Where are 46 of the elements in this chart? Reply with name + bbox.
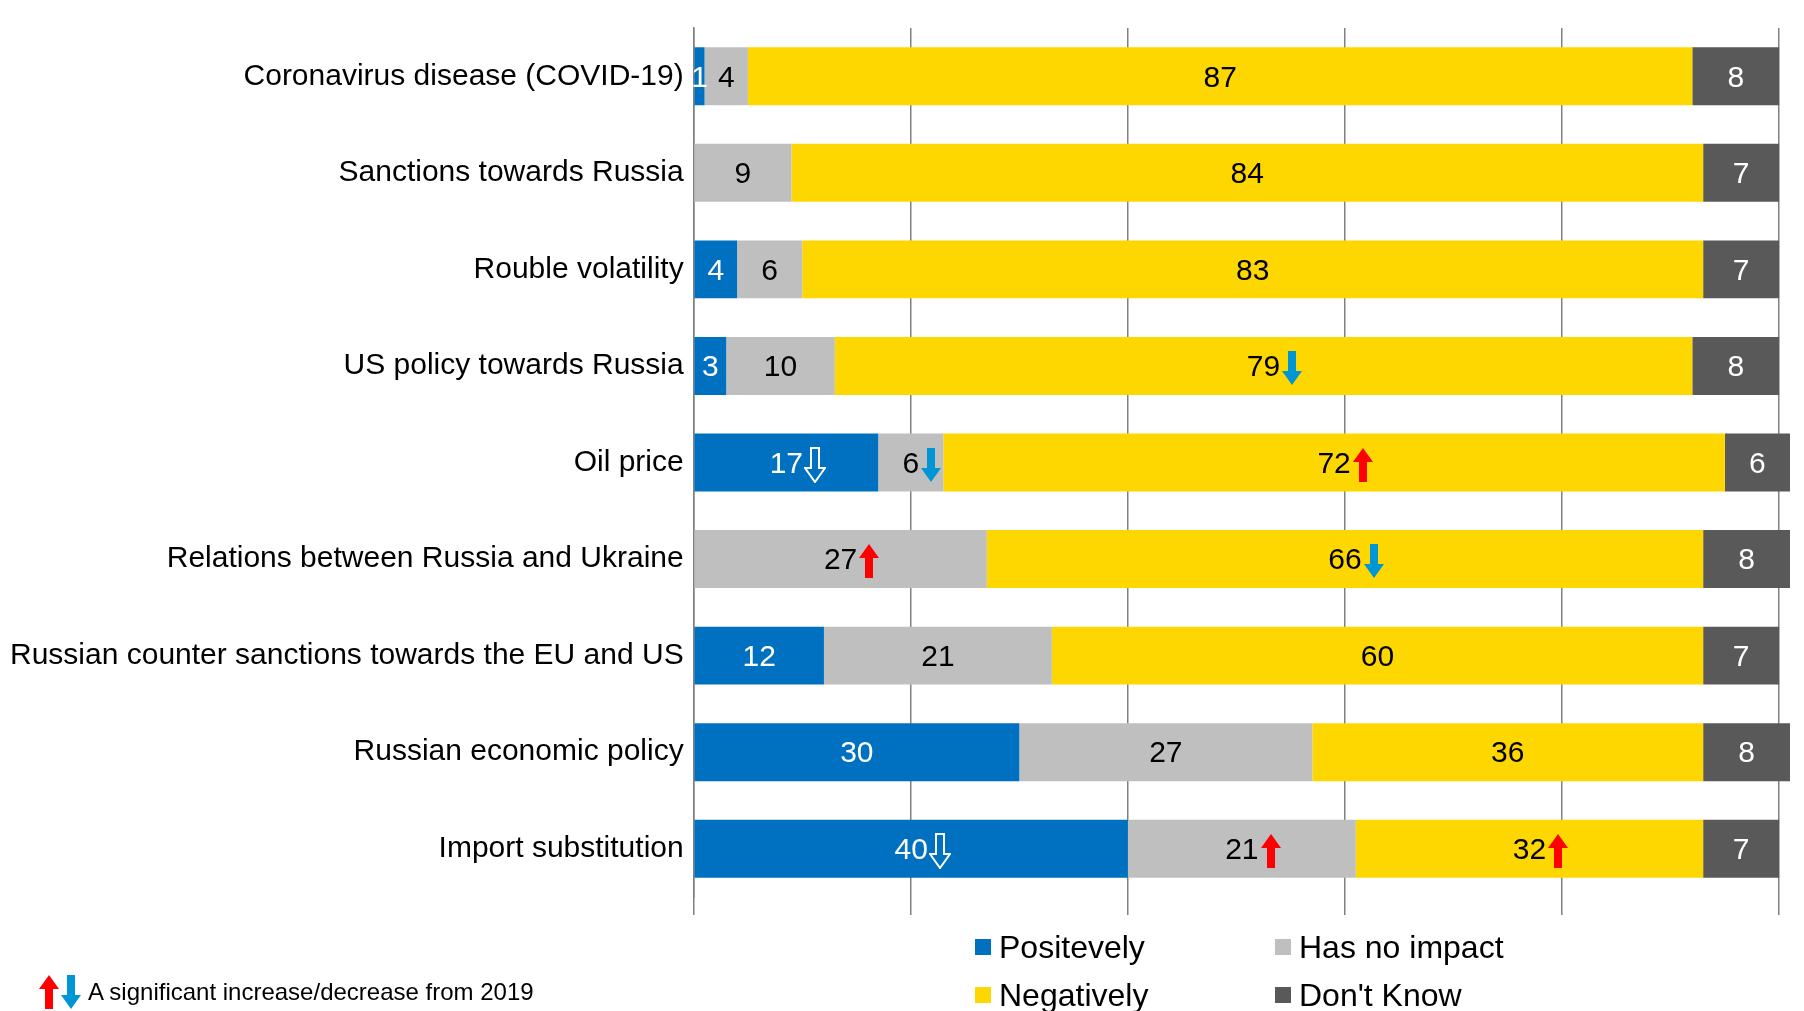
data-label: 7 [1732,638,1750,672]
data-label: 9 [734,156,752,190]
data-label: 4 [707,252,725,286]
data-label: 27 [823,542,858,576]
y-tick-label: Russian counter sanctions towards the EU and US [9,636,684,670]
legend-label: Has no impact [1299,928,1504,966]
data-label: 32 [1512,831,1547,865]
data-label: 8 [1727,59,1745,93]
y-tick-label: Relations between Russia and Ukraine [166,540,684,574]
text: A significant increase/decrease from 2019 [88,978,534,1006]
y-tick-label: Sanctions towards Russia [338,154,684,188]
y-tick-label: Russian economic policy [353,733,684,767]
data-label: 8 [1727,349,1745,383]
data-label: 10 [763,349,798,383]
data-label: 4 [717,59,735,93]
data-label: 3 [701,349,719,383]
data-label: 6 [761,252,779,286]
data-label: 6 [1749,445,1766,479]
y-tick-label: Oil price [573,443,684,477]
y-tick-label: Coronavirus disease (COVID-19) [243,57,684,91]
data-label: 17 [769,445,804,479]
legend-label: Don't Know [1299,976,1462,1011]
data-label: 72 [1317,445,1351,479]
y-tick-label: Rouble volatility [473,250,684,284]
data-label: 8 [1738,735,1755,769]
data-label: 36 [1491,735,1525,769]
data-label: 21 [921,638,955,672]
data-label: 66 [1328,542,1362,576]
data-label: 21 [1225,831,1259,865]
data-label: 84 [1230,156,1264,190]
data-label: 7 [1732,156,1750,190]
data-label: 87 [1203,59,1237,93]
data-label: 30 [840,735,874,769]
data-label: 83 [1236,252,1270,286]
data-label: 12 [742,638,776,672]
data-label: 40 [894,831,928,865]
data-label: 8 [1738,542,1755,576]
data-label: 7 [1732,831,1750,865]
data-label: 27 [1149,735,1183,769]
y-tick-label: Import substitution [438,829,684,863]
data-label: 6 [902,445,920,479]
data-label: 79 [1246,349,1281,383]
y-tick-label: US policy towards Russia [343,347,684,381]
data-label: 7 [1732,252,1750,286]
data-label: 60 [1360,638,1395,672]
legend-label: Positevely [999,928,1145,966]
